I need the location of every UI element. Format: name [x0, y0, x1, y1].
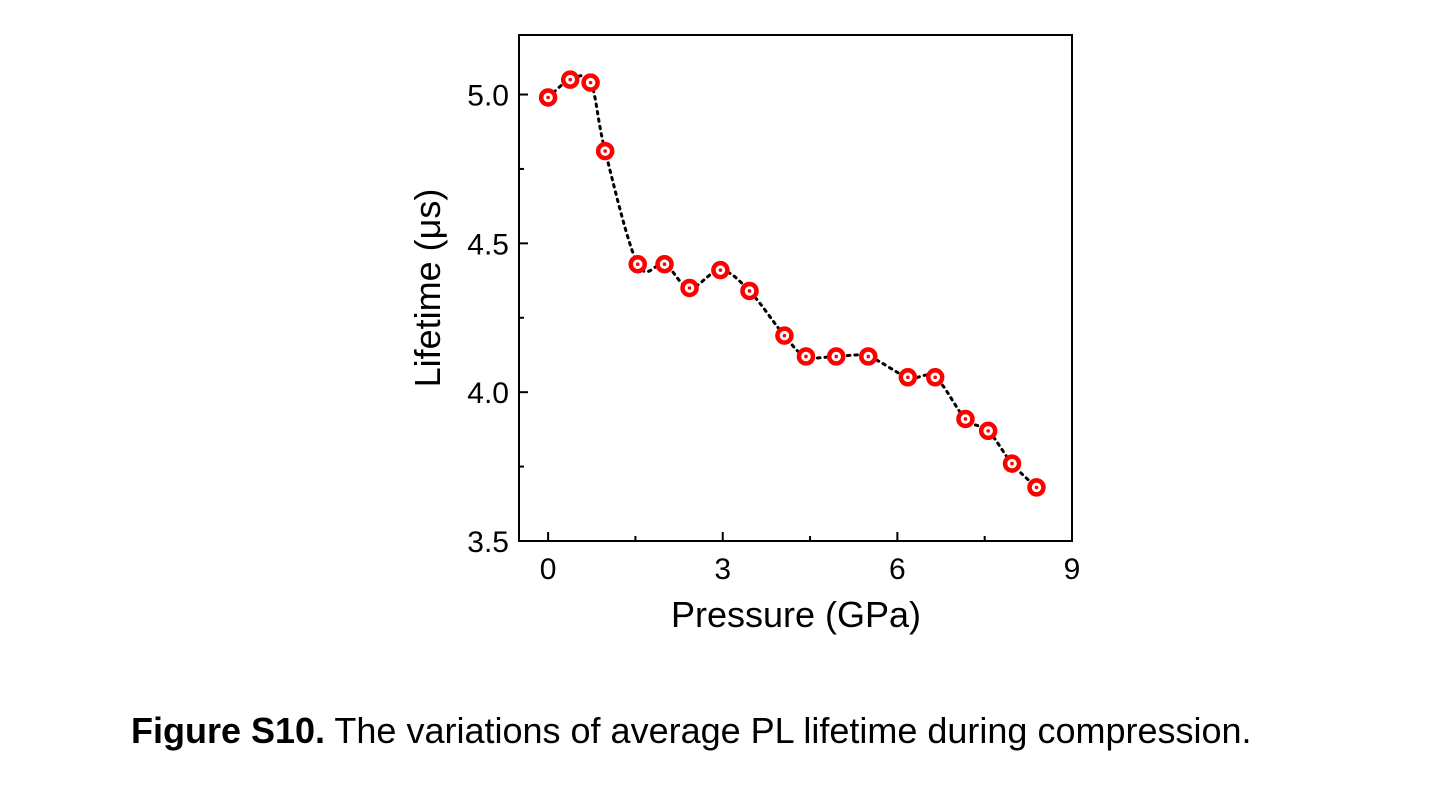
data-point-center	[986, 429, 990, 433]
data-point-center	[906, 375, 910, 380]
data-point-center	[687, 286, 692, 290]
y-tick-label: 3.5	[467, 526, 509, 559]
y-tick-label: 4.0	[467, 377, 509, 410]
x-tick-label: 6	[889, 553, 906, 586]
data-point-center	[603, 149, 607, 153]
data-point-center	[933, 375, 938, 380]
x-tick-label: 0	[540, 553, 557, 586]
data-point-center	[963, 417, 968, 421]
y-axis-label: Lifetime (μs)	[407, 189, 448, 388]
data-point-center	[568, 77, 573, 82]
x-axis-label: Pressure (GPa)	[671, 594, 921, 635]
tick-labels: 0 3 6 9 3.5 4.0 4.5 5.0	[467, 80, 1080, 586]
figure-caption: Figure S10. The variations of average PL…	[131, 710, 1252, 752]
data-point-center	[782, 333, 787, 338]
x-tick-label: 3	[714, 553, 731, 586]
data-point-center	[546, 95, 550, 100]
data-point-center	[747, 289, 752, 293]
caption-label: Figure S10.	[131, 710, 326, 751]
data-point-center	[834, 354, 839, 359]
y-tick-label: 4.5	[467, 228, 509, 261]
y-tick-label: 5.0	[467, 80, 509, 113]
x-tick-label: 9	[1064, 553, 1081, 586]
data-point-center	[866, 354, 871, 359]
data-markers	[538, 70, 1046, 497]
axes	[518, 34, 1073, 542]
plot-frame	[518, 34, 1073, 542]
caption-text: The variations of average PL lifetime du…	[325, 710, 1252, 751]
data-point-center	[1010, 461, 1014, 466]
lifetime-chart: 0 3 6 9 3.5 4.0 4.5 5.0 Pressure (GPa) Lifetime…	[407, 34, 1080, 635]
data-point-center	[804, 354, 808, 359]
data-point-center	[662, 262, 667, 266]
data-point-center	[718, 268, 723, 272]
data-point-center	[1034, 485, 1039, 490]
data-point-center	[588, 80, 593, 85]
data-point-center	[635, 262, 640, 266]
